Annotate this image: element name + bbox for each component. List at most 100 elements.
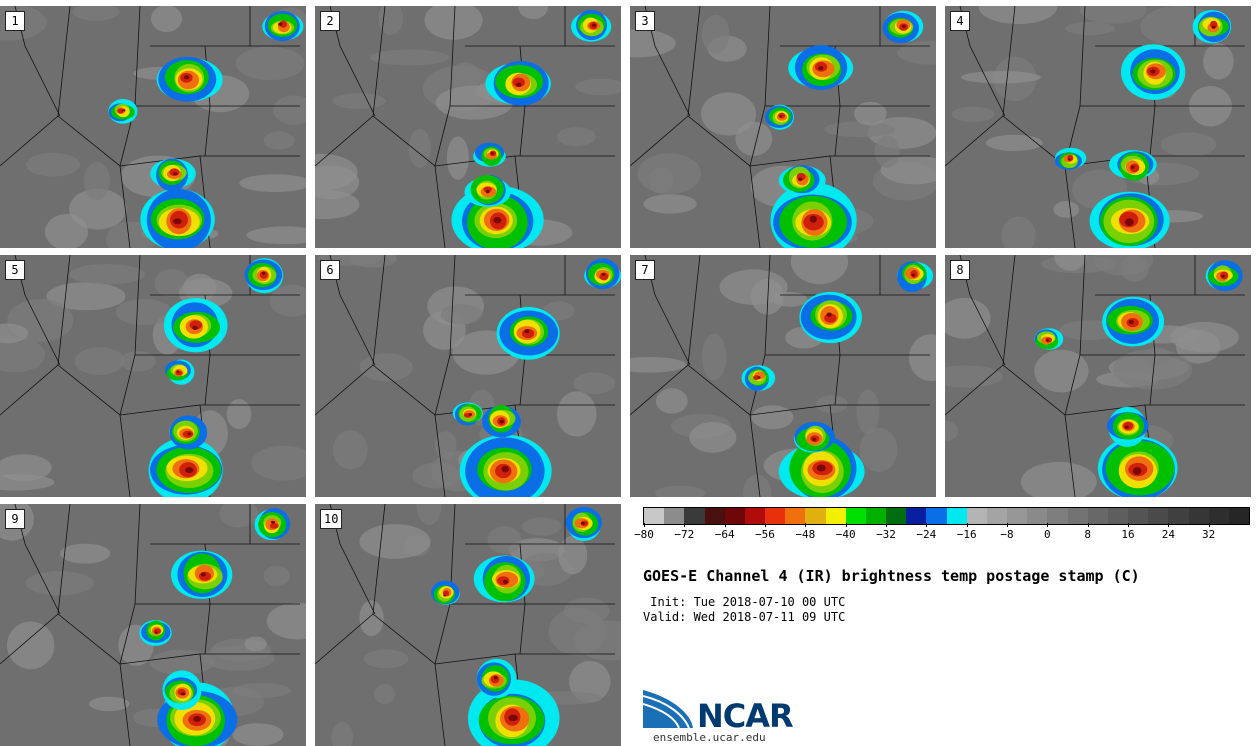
convective-cloud <box>1130 165 1135 169</box>
convective-cloud <box>1150 69 1156 74</box>
ensemble-member-panel-10: 10 <box>315 504 621 746</box>
cloud-texture <box>232 723 284 746</box>
convective-cloud <box>279 20 288 28</box>
colorbar-swatch <box>664 508 685 524</box>
state-border <box>315 364 374 416</box>
satellite-map-9 <box>0 504 306 746</box>
colorbar-tick <box>1087 523 1089 527</box>
colorbar-swatch <box>785 508 806 524</box>
convective-cloud <box>901 24 906 28</box>
cloud-texture <box>6 621 55 670</box>
convective-cloud <box>1067 158 1071 161</box>
state-border <box>315 613 374 665</box>
cloud-texture <box>251 445 306 481</box>
cloud-texture <box>859 427 898 472</box>
cloud-texture <box>359 353 413 382</box>
convective-cloud <box>778 112 786 119</box>
convective-cloud <box>501 465 509 473</box>
colorbar-tick <box>644 523 645 527</box>
cloud-texture <box>945 365 1003 388</box>
colorbar-tick-label: 8 <box>1084 528 1091 541</box>
cloud-texture <box>434 431 457 460</box>
convective-cloud <box>117 108 124 114</box>
convective-cloud <box>493 675 498 680</box>
satellite-map-4 <box>945 6 1251 248</box>
colorbar-tick <box>1128 523 1129 527</box>
convective-cloud <box>757 376 761 379</box>
colorbar-swatch <box>644 508 665 524</box>
colorbar-tick <box>684 523 686 527</box>
cloud-texture <box>655 388 688 414</box>
panel-label-4: 4 <box>950 11 970 31</box>
convective-cloud <box>516 82 522 87</box>
panel-label-8: 8 <box>950 260 970 280</box>
cloud-texture <box>69 188 127 230</box>
cloud-texture <box>742 474 772 497</box>
state-border <box>315 115 374 167</box>
cloud-texture <box>630 29 676 58</box>
ncar-wordmark: NCAR <box>697 697 794 735</box>
convective-cloud <box>1209 20 1218 29</box>
cloud-texture <box>1065 21 1115 35</box>
satellite-map-1 <box>0 6 306 248</box>
cloud-texture <box>25 571 94 596</box>
convective-cloud <box>502 579 509 584</box>
cloud-texture <box>359 600 384 637</box>
state-border <box>630 115 689 167</box>
cloud-texture <box>630 356 687 373</box>
cloud-texture <box>1079 6 1147 24</box>
cloud-texture <box>735 121 773 156</box>
cloud-texture <box>69 263 145 285</box>
convective-cloud <box>826 312 832 317</box>
cloud-texture <box>750 278 784 315</box>
colorbar-tick <box>926 523 928 527</box>
state-border <box>0 364 59 416</box>
cloud-texture <box>556 391 597 437</box>
convective-cloud <box>192 325 198 330</box>
cloud-texture <box>701 14 730 54</box>
panel-label-7: 7 <box>635 260 655 280</box>
state-border <box>57 255 131 497</box>
state-border <box>372 504 446 746</box>
convective-cloud <box>187 432 192 436</box>
state-border <box>0 115 59 167</box>
cloud-texture <box>374 684 395 705</box>
cloud-texture <box>1053 201 1080 218</box>
satellite-map-10 <box>315 504 621 746</box>
cloud-texture <box>648 167 674 194</box>
ensemble-member-panel-4: 4 <box>945 6 1251 248</box>
colorbar-swatch <box>886 508 907 524</box>
convective-cloud <box>1132 467 1142 475</box>
convective-cloud <box>580 521 585 525</box>
cloud-texture <box>854 101 887 126</box>
state-border <box>687 255 761 497</box>
colorbar-swatch <box>1007 508 1028 524</box>
colorbar-swatch <box>926 508 947 524</box>
cloud-texture <box>440 304 483 325</box>
convective-cloud <box>812 437 817 442</box>
colorbar-tick <box>765 523 766 527</box>
colorbar-tick-label: −8 <box>1000 528 1014 541</box>
ensemble-member-panel-8: 8 <box>945 255 1251 497</box>
cloud-texture <box>315 189 360 220</box>
colorbar-tick <box>886 523 887 527</box>
cloud-texture <box>183 273 217 303</box>
cloud-texture <box>60 543 111 564</box>
panel-label-10: 10 <box>320 509 343 529</box>
cloud-texture <box>978 6 1058 25</box>
valid-time: Valid: Wed 2018-07-11 09 UTC <box>643 610 846 624</box>
figure-title: GOES-E Channel 4 (IR) brightness temp po… <box>643 567 1140 585</box>
convective-cloud <box>173 218 182 225</box>
colorbar-tick <box>1168 523 1170 527</box>
cloud-texture <box>751 405 794 430</box>
state-border <box>372 6 446 248</box>
convective-cloud <box>1129 163 1140 173</box>
cloud-texture <box>556 127 596 147</box>
ensemble-member-panel-7: 7 <box>630 255 936 497</box>
panel-label-6: 6 <box>320 260 340 280</box>
colorbar-swatch <box>1208 508 1229 524</box>
cloud-texture <box>246 226 306 245</box>
colorbar-tick-label: −48 <box>795 528 816 541</box>
colorbar-swatch <box>744 508 766 524</box>
cloud-texture <box>446 136 469 180</box>
